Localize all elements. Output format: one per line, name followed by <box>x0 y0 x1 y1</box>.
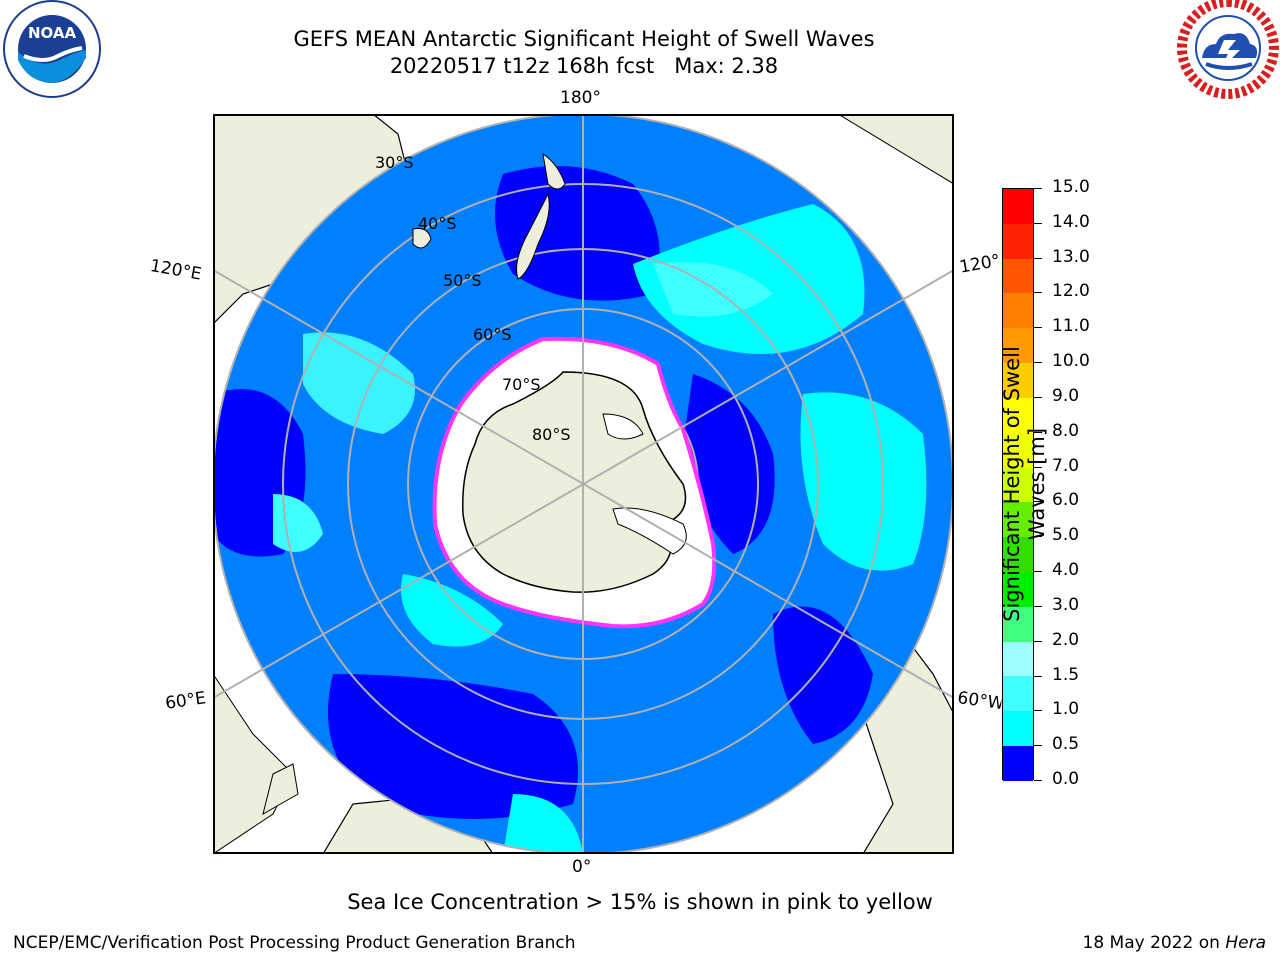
colorbar-segment <box>1003 467 1033 503</box>
nws-logo-icon <box>1176 0 1280 100</box>
colorbar-segment <box>1003 328 1033 364</box>
lat-label-80s: 80°S <box>532 425 571 444</box>
chart-subtitle: 20220517 t12z 168h fcst Max: 2.38 <box>389 54 779 78</box>
colorbar-tick-label: 8.0 <box>1052 420 1080 441</box>
lat-label-40s: 40°S <box>418 214 457 233</box>
tasmania <box>412 228 432 249</box>
colorbar-tick <box>1034 257 1042 259</box>
colorbar-tick-label: 5.0 <box>1052 525 1080 546</box>
colorbar-segment <box>1003 189 1033 224</box>
colorbar-tick <box>1034 571 1042 573</box>
colorbar-tick-label: 12.0 <box>1052 281 1090 302</box>
colorbar-tick-label: 3.0 <box>1052 594 1080 615</box>
noaa-logo-icon: NOAA <box>0 0 104 100</box>
colorbar-label: Significant Height of Swell Waves [m] <box>1000 346 1049 622</box>
footer-credit: NCEP/EMC/Verification Post Processing Pr… <box>13 933 576 953</box>
noaa-logo-text: NOAA <box>28 24 77 42</box>
colorbar-tick-label: 0.0 <box>1052 769 1080 789</box>
colorbar-tick-label: 2.0 <box>1052 629 1080 650</box>
colorbar-tick <box>1034 605 1042 607</box>
footer-date-text: 18 May 2022 on <box>1082 933 1226 953</box>
colorbar-tick-label: 14.0 <box>1052 211 1090 232</box>
meridians <box>213 114 954 854</box>
colorbar-tick <box>1034 431 1042 433</box>
colorbar-tick <box>1034 327 1042 329</box>
colorbar-tick-label: 0.5 <box>1052 734 1080 755</box>
new-zealand <box>516 152 566 280</box>
colorbar-tick <box>1034 396 1042 398</box>
sea-ice-note: Sea Ice Concentration > 15% is shown in … <box>347 890 933 914</box>
colorbar-tick-label: 15.0 <box>1052 177 1090 197</box>
colorbar-tick <box>1034 536 1042 538</box>
colorbar-segment <box>1003 432 1033 468</box>
colorbar-segment <box>1003 293 1033 329</box>
colorbar-tick-label: 13.0 <box>1052 246 1090 267</box>
colorbar-tick-label: 6.0 <box>1052 490 1080 511</box>
colorbar-tick <box>1034 710 1042 712</box>
colorbar-segment <box>1003 606 1033 642</box>
colorbar-tick-label: 1.5 <box>1052 664 1080 685</box>
colorbar-tick-label: 7.0 <box>1052 455 1080 476</box>
footer-date: 18 May 2022 on Hera <box>1083 933 1267 953</box>
colorbar-tick-label: 1.0 <box>1052 699 1080 720</box>
lon-label-180: 180° <box>560 88 601 108</box>
antarctica <box>432 336 717 629</box>
lon-label-120w: 120°W <box>958 251 1001 278</box>
colorbar-tick <box>1034 640 1042 642</box>
colorbar-segment <box>1003 746 1033 781</box>
colorbar-tick-label: 9.0 <box>1052 385 1080 406</box>
colorbar-tick <box>1034 745 1042 747</box>
colorbar-tick <box>1034 292 1042 294</box>
map-border <box>213 114 954 854</box>
colorbar-tick <box>1034 466 1042 468</box>
colorbar-segment <box>1003 711 1033 746</box>
colorbar-segment <box>1003 676 1033 712</box>
chart-title: GEFS MEAN Antarctic Significant Height o… <box>293 27 875 51</box>
lon-label-60e: 60°E <box>164 688 208 714</box>
colorbar-tick <box>1034 222 1042 224</box>
colorbar-segment <box>1003 502 1033 538</box>
colorbar-segment <box>1003 397 1033 433</box>
lat-label-30s: 30°S <box>375 153 414 172</box>
colorbar-segment <box>1003 363 1033 398</box>
colorbar-segment <box>1003 641 1033 677</box>
colorbar-tick <box>1034 780 1042 781</box>
lat-label-50s: 50°S <box>443 271 482 290</box>
colorbar-tick <box>1034 188 1042 189</box>
colorbar-tick <box>1034 675 1042 677</box>
lat-label-60s: 60°S <box>473 325 512 344</box>
lon-label-120e: 120°E <box>148 256 203 285</box>
lon-label-60w: 60°W <box>956 688 1003 714</box>
colorbar-tick <box>1034 501 1042 503</box>
colorbar-segment <box>1003 537 1033 572</box>
colorbar-tick <box>1034 362 1042 364</box>
colorbar-segment <box>1003 223 1033 259</box>
colorbar-segment <box>1003 258 1033 294</box>
footer-host: Hera <box>1225 933 1266 953</box>
colorbar-segment <box>1003 571 1033 607</box>
lat-label-70s: 70°S <box>502 375 541 394</box>
colorbar-tick-label: 10.0 <box>1052 351 1090 372</box>
colorbar-tick-label: 11.0 <box>1052 316 1090 337</box>
lon-label-0: 0° <box>572 857 592 877</box>
colorbar-tick-label: 4.0 <box>1052 560 1080 581</box>
colorbar <box>1002 188 1034 781</box>
swell-height-map: 30°S 40°S 50°S 60°S 70°S 80°S <box>213 114 954 854</box>
